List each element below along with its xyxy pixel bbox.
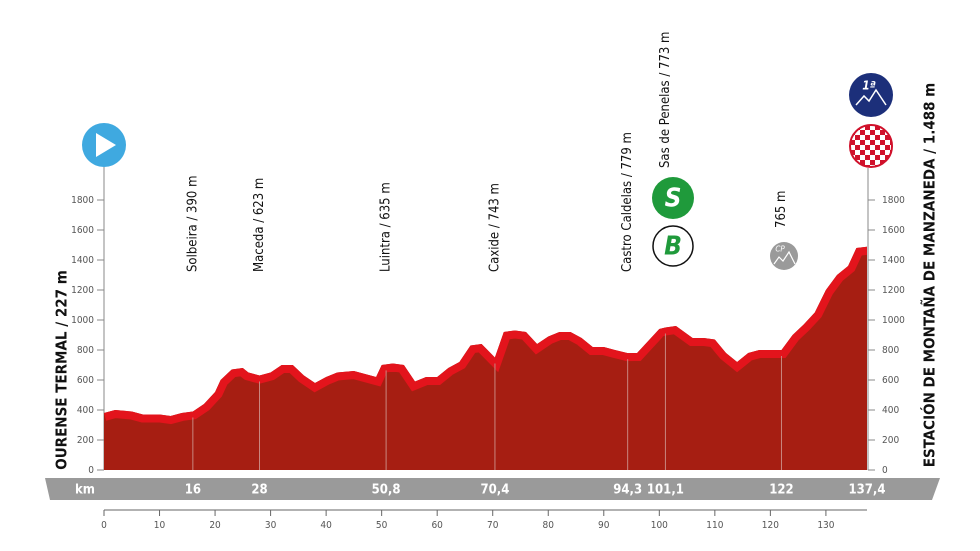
finish-cat-icon: 1ª (849, 73, 893, 117)
x-tick-label: 30 (265, 520, 277, 531)
finish-label: ESTACIÓN DE MONTAÑA DE MANZANEDA / 1.488… (920, 83, 939, 468)
y2-tick-label: 0 (882, 465, 888, 476)
y-tick-label: 1000 (71, 315, 94, 326)
poi-km: 122 (769, 483, 793, 498)
start-icon (82, 123, 126, 167)
y-tick-label: 1400 (71, 255, 94, 266)
y-tick-label: 1600 (71, 225, 94, 236)
y-tick-label: 400 (77, 405, 94, 416)
y-tick-label: 800 (77, 345, 94, 356)
y2-tick-label: 400 (882, 405, 899, 416)
cp-icon: CP (770, 242, 798, 270)
x-tick-label: 10 (154, 520, 166, 531)
poi-km: 16 (185, 483, 201, 498)
poi-name: Caxide / 743 m (487, 183, 502, 272)
bonus-label: B (664, 232, 682, 262)
y2-tick-label: 1000 (882, 315, 905, 326)
x-tick-label: 60 (431, 520, 443, 531)
x-tick-label: 90 (598, 520, 610, 531)
sprint-label: S (665, 184, 682, 214)
poi-km: 94,3 (613, 483, 642, 498)
y-tick-label: 0 (88, 465, 94, 476)
sprint-icon: S (652, 177, 694, 219)
x-tick-label: 110 (706, 520, 723, 531)
poi-name: Maceda / 623 m (252, 178, 267, 272)
x-tick-label: 40 (320, 520, 332, 531)
x-tick-label: 80 (543, 520, 555, 531)
y2-tick-label: 200 (882, 435, 899, 446)
profile-edge (104, 246, 867, 425)
cp-label: CP (775, 245, 785, 254)
y2-tick-label: 1800 (882, 195, 905, 206)
poi-name: 765 m (774, 191, 789, 228)
poi-km: 28 (251, 483, 267, 498)
finish-cat: 1ª (862, 79, 876, 93)
x-tick-label: 50 (376, 520, 388, 531)
poi-name: Luintra / 635 m (379, 182, 394, 272)
y2-tick-label: 600 (882, 375, 899, 386)
x-tick-label: 20 (209, 520, 221, 531)
poi-km: 50,8 (372, 483, 401, 498)
poi-km: 101,1 (647, 483, 684, 498)
x-tick-label: 130 (817, 520, 834, 531)
y-tick-label: 1800 (71, 195, 94, 206)
x-tick-label: 100 (651, 520, 668, 531)
x-tick-label: 70 (487, 520, 499, 531)
km-label: km (75, 483, 95, 498)
km-band (45, 478, 940, 500)
y2-tick-label: 1400 (882, 255, 905, 266)
poi-km: 137,4 (849, 483, 886, 498)
bonus-icon: B (652, 225, 694, 267)
poi-name: Castro Caldelas / 779 m (620, 132, 635, 272)
y-tick-label: 600 (77, 375, 94, 386)
y2-tick-label: 1600 (882, 225, 905, 236)
poi-km: 70,4 (481, 483, 510, 498)
poi-name: Sas de Penelas / 773 m (658, 32, 673, 168)
y2-tick-label: 1200 (882, 285, 905, 296)
poi-name: Solbeira / 390 m (185, 176, 200, 272)
x-tick-label: 120 (762, 520, 779, 531)
y-tick-label: 200 (77, 435, 94, 446)
y-tick-label: 1200 (71, 285, 94, 296)
y2-tick-label: 800 (882, 345, 899, 356)
start-label: OURENSE TERMAL / 227 m (53, 270, 71, 470)
x-tick-label: 0 (101, 520, 107, 531)
finish-flag (849, 124, 893, 168)
